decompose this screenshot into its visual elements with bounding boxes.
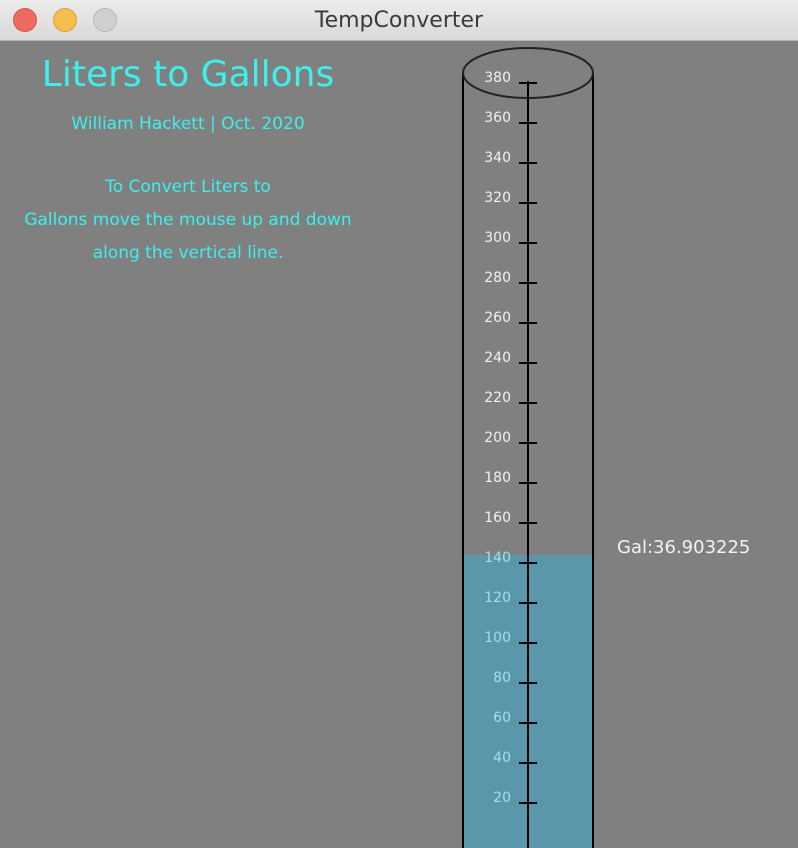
scale-tick-label: 280	[484, 270, 511, 286]
minimize-window-icon[interactable]	[53, 8, 77, 32]
gallons-readout: Gal:36.903225	[617, 537, 751, 558]
instruction-line-1: To Convert Liters to	[105, 177, 271, 197]
scale-tick-label: 200	[484, 430, 511, 446]
zoom-window-icon[interactable]	[93, 8, 117, 32]
scale-tick-label: 80	[493, 670, 511, 686]
scale-tick-label: 140	[484, 550, 511, 566]
scale-tick-label: 180	[484, 470, 511, 486]
instruction-line-3: along the vertical line.	[92, 243, 284, 263]
scale-tick-label: 320	[484, 190, 511, 206]
scale-tick-label: 220	[484, 390, 511, 406]
scale-tick-label: 360	[484, 110, 511, 126]
title-bar[interactable]: TempConverter	[0, 0, 798, 41]
scale-tick-label: 60	[493, 710, 511, 726]
author-byline: William Hackett | Oct. 2020	[71, 114, 305, 134]
scale-tick-label: 40	[493, 750, 511, 766]
scale-tick-label: 340	[484, 150, 511, 166]
window-title: TempConverter	[314, 8, 484, 33]
scale-tick-label: 380	[484, 70, 511, 86]
canvas-area[interactable]: Liters to Gallons William Hackett | Oct.…	[0, 41, 798, 848]
page-title: Liters to Gallons	[41, 54, 335, 95]
close-window-icon[interactable]	[13, 8, 37, 32]
scale-tick-label: 300	[484, 230, 511, 246]
scale-tick-label: 240	[484, 350, 511, 366]
scale-tick-label: 120	[484, 590, 511, 606]
scale-tick-label: 160	[484, 510, 511, 526]
scale-ticks: 380 360 340 320 300 280 260 240 220 200 180 160 140 1…	[484, 70, 537, 806]
instructions-text: To Convert Liters to Gallons move the mo…	[0, 171, 376, 270]
measuring-cylinder[interactable]: 380 360 340 320 300 280 260 240 220 200 180 160 140 1…	[0, 41, 798, 848]
scale-tick-label: 260	[484, 310, 511, 326]
scale-tick-label: 20	[493, 790, 511, 806]
scale-tick-label: 100	[484, 630, 511, 646]
instruction-line-2: Gallons move the mouse up and down	[24, 210, 352, 230]
